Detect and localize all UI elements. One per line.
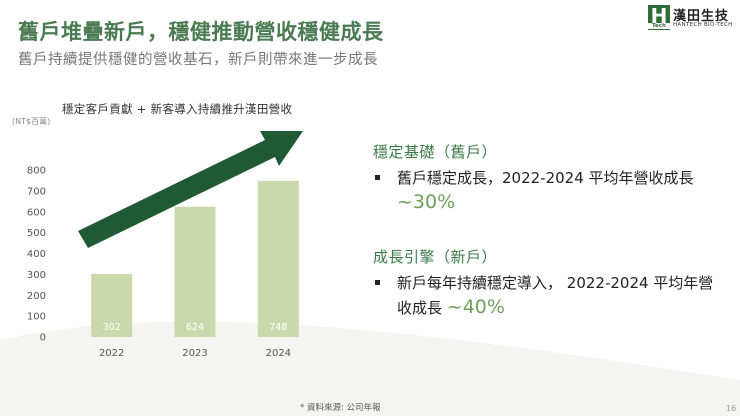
- section-growth-engine: 成長引擎（新戶） 新戶每年持續穩定導入， 2022-2024 平均年營收成長 ~…: [373, 246, 723, 320]
- growth-highlight: ~30%: [397, 191, 456, 213]
- source-note: * 資料來源: 公司年報: [300, 403, 381, 413]
- bar: [257, 180, 299, 337]
- page-title: 舊戶堆疊新戶，穩健推動營收穩健成長: [18, 20, 384, 44]
- y-tick-label: 500: [27, 228, 46, 239]
- bullet-text: 舊戶穩定成長，2022-2024 平均年營收成長: [397, 169, 694, 187]
- y-tick-label: 800: [27, 166, 46, 177]
- y-tick-label: 0: [40, 333, 46, 344]
- x-tick-label: 2023: [182, 348, 207, 359]
- bullet-item: 新戶每年持續穩定導入， 2022-2024 平均年營收成長 ~40%: [373, 271, 723, 320]
- bullet-text: 新戶每年持續穩定導入， 2022-2024 平均年營收成長: [397, 274, 714, 317]
- section-title: 成長引擎（新戶）: [373, 248, 498, 266]
- chart-title: 穩定客戶貢獻 + 新客導入持續推升漢田營收: [62, 102, 293, 116]
- y-tick-label: 700: [27, 186, 46, 197]
- x-tick-label: 2022: [99, 348, 124, 359]
- growth-highlight: ~40%: [446, 296, 505, 318]
- y-tick-label: 100: [27, 312, 46, 323]
- y-tick-label: 300: [27, 270, 46, 281]
- section-stable-base: 穩定基礎（舊戶） 舊戶穩定成長，2022-2024 平均年營收成長 ~30%: [373, 141, 723, 215]
- logo-name-en: HANTECH BIO-TECH: [673, 22, 733, 28]
- bullet-square-icon: [375, 175, 380, 180]
- y-tick-label: 200: [27, 291, 46, 302]
- logo-letter: H: [650, 4, 668, 28]
- page-number: 16: [726, 404, 737, 413]
- bullet-item: 舊戶穩定成長，2022-2024 平均年營收成長 ~30%: [373, 166, 723, 215]
- bar-value-label: 624: [186, 322, 204, 333]
- page-subtitle: 舊戶持續提供穩健的營收基石，新戶則帶來進一步成長: [18, 52, 378, 68]
- chart-unit-label: (NT$百萬): [12, 117, 51, 126]
- bar: [91, 273, 133, 337]
- company-logo: H Tech 漢田生技 HANTECH BIO-TECH: [648, 5, 738, 31]
- logo-mark-sub: Tech: [648, 23, 670, 29]
- bar-value-label: 302: [103, 322, 121, 333]
- trend-arrow-icon: [78, 131, 303, 248]
- section-title: 穩定基礎（舊戶）: [373, 143, 498, 161]
- x-tick-label: 2024: [266, 348, 291, 359]
- y-tick-label: 400: [27, 249, 46, 260]
- bullet-square-icon: [375, 280, 380, 285]
- y-tick-label: 600: [27, 207, 46, 218]
- logo-name: 漢田生技: [673, 9, 730, 24]
- bar: [174, 206, 216, 337]
- bar-value-label: 748: [269, 322, 287, 333]
- logo-mark: H Tech: [648, 5, 670, 30]
